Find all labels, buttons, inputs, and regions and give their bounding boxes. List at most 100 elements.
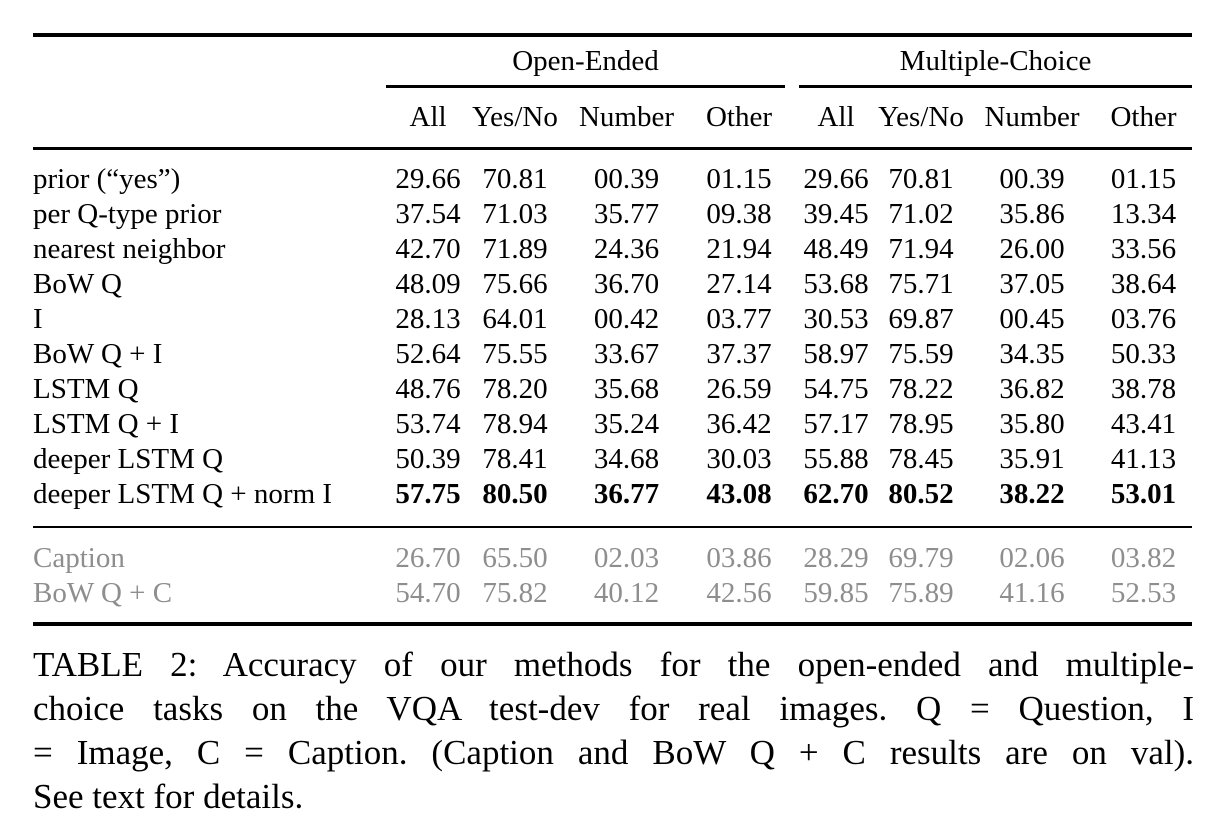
cell-value: 78.45 (888, 443, 954, 475)
cell-value: 26.00 (999, 233, 1065, 265)
table-footer-rows: Caption 26.70 65.50 02.03 03.86 28.29 69.79 02.… (33, 526, 1192, 624)
cell-value: 35.24 (593, 408, 660, 440)
column-spacer (785, 35, 799, 87)
cell-value: 03.82 (1095, 526, 1192, 576)
cell-value: 37.37 (706, 338, 772, 370)
column-spacer (785, 302, 799, 337)
column-header-oe-all: All (386, 86, 470, 150)
cell-value: 30.53 (803, 303, 869, 335)
table-row: BoW Q 48.09 75.66 36.70 27.14 53.68 75.71 37.05… (33, 267, 1192, 302)
cell-value: 75.59 (888, 338, 954, 370)
column-header-mc-all: All (799, 86, 873, 150)
column-spacer (785, 86, 799, 150)
column-spacer (785, 372, 799, 407)
cell-value: 75.66 (482, 268, 548, 300)
cell-value: 34.35 (999, 338, 1065, 370)
cell-value: 35.80 (999, 408, 1065, 440)
cell-value: 02.03 (560, 526, 693, 576)
cell-value: 75.82 (482, 577, 548, 609)
table-header: Open-Ended Multiple-Choice All Yes/No Nu… (33, 35, 1192, 150)
table-row: Caption 26.70 65.50 02.03 03.86 28.29 69.79 02.… (33, 526, 1192, 576)
cell-value: 75.55 (482, 338, 548, 370)
row-label: prior (“yes”) (33, 163, 181, 195)
cell-value: 03.86 (693, 526, 785, 576)
cell-value: 57.75 (395, 478, 461, 510)
cell-value: 75.89 (888, 577, 954, 609)
table-caption: TABLE 2: Accuracy of our methods for the… (33, 643, 1194, 819)
table-row: nearest neighbor 42.70 71.89 24.36 21.94 48.4… (33, 232, 1192, 267)
row-label: BoW Q + C (33, 577, 173, 609)
cell-value: 00.45 (999, 303, 1065, 335)
cell-value: 33.56 (1110, 233, 1177, 265)
cell-value: 37.54 (395, 198, 461, 230)
column-spacer (785, 442, 799, 477)
column-header-mc-other: Other (1095, 86, 1192, 150)
cell-value: 48.49 (803, 233, 869, 265)
cell-value: 57.17 (803, 408, 869, 440)
cell-value: 53.01 (1110, 478, 1177, 510)
cell-value: 29.66 (803, 163, 869, 195)
cell-value: 39.45 (803, 198, 869, 230)
row-label: Caption (33, 526, 386, 576)
cell-value: 78.94 (482, 408, 548, 440)
row-label: LSTM Q + I (33, 408, 180, 440)
cell-value: 69.79 (873, 526, 969, 576)
cell-value: 50.33 (1110, 338, 1177, 370)
table-body: prior (“yes”) 29.66 70.81 00.39 01.15 29.66 70… (33, 149, 1192, 528)
cell-value: 33.67 (593, 338, 660, 370)
cell-value: 71.03 (482, 198, 548, 230)
caption-line: TABLE 2: Accuracy of our methods for the… (33, 645, 1194, 684)
table-row: deeper LSTM Q + norm I 57.75 80.50 36.77 43.… (33, 477, 1192, 527)
cell-value: 48.76 (395, 373, 461, 405)
cell-value: 38.78 (1110, 373, 1177, 405)
cell-value: 80.52 (888, 478, 954, 510)
cell-value: 36.77 (593, 478, 660, 510)
table-row: I 28.13 64.01 00.42 03.77 30.53 69.87 00.45 03.7… (33, 302, 1192, 337)
cell-value: 78.95 (888, 408, 954, 440)
cell-value: 03.77 (706, 303, 772, 335)
table-row: LSTM Q + I 53.74 78.94 35.24 36.42 57.17 78.95… (33, 407, 1192, 442)
cell-value: 26.70 (386, 526, 470, 576)
cell-value: 09.38 (706, 198, 772, 230)
cell-value: 62.70 (803, 478, 869, 510)
cell-value: 64.01 (482, 303, 548, 335)
cell-value: 78.20 (482, 373, 548, 405)
cell-value: 38.22 (999, 478, 1065, 510)
column-header-mc-yesno: Yes/No (873, 86, 969, 150)
sub-header-row: All Yes/No Number Other All Yes/No Numbe… (33, 86, 1192, 150)
column-spacer (785, 337, 799, 372)
row-label: LSTM Q (33, 373, 139, 405)
cell-value: 43.08 (706, 478, 772, 510)
cell-value: 71.94 (888, 233, 954, 265)
cell-value: 28.29 (799, 526, 873, 576)
cell-value: 78.41 (482, 443, 548, 475)
cell-value: 36.42 (706, 408, 772, 440)
cell-value: 55.88 (803, 443, 869, 475)
column-header-oe-yesno: Yes/No (470, 86, 560, 150)
cell-value: 70.81 (888, 163, 954, 195)
cell-value: 01.15 (706, 163, 772, 195)
cell-value: 71.02 (888, 198, 954, 230)
cell-value: 37.05 (999, 268, 1065, 300)
cell-value: 41.16 (999, 577, 1065, 609)
cell-value: 59.85 (803, 577, 869, 609)
empty-header-cell (33, 35, 386, 87)
table-row: per Q-type prior 37.54 71.03 35.77 09.38 39.4… (33, 197, 1192, 232)
group-header-multiple-choice: Multiple-Choice (799, 35, 1192, 88)
group-header-open-ended: Open-Ended (386, 35, 785, 88)
cell-value: 65.50 (470, 526, 560, 576)
group-header-row: Open-Ended Multiple-Choice (33, 35, 1192, 88)
cell-value: 28.13 (395, 303, 461, 335)
cell-value: 71.89 (482, 233, 548, 265)
table-row: prior (“yes”) 29.66 70.81 00.39 01.15 29.66 70… (33, 149, 1192, 198)
table-row: deeper LSTM Q 50.39 78.41 34.68 30.03 55.88 78… (33, 442, 1192, 477)
cell-value: 03.76 (1110, 303, 1177, 335)
row-label: deeper LSTM Q (33, 443, 224, 475)
cell-value: 75.71 (888, 268, 954, 300)
cell-value: 78.22 (888, 373, 954, 405)
cell-value: 13.34 (1110, 198, 1177, 230)
row-label: deeper LSTM Q + norm I (33, 478, 333, 510)
cell-value: 58.97 (803, 338, 869, 370)
cell-value: 38.64 (1110, 268, 1177, 300)
table-row: LSTM Q 48.76 78.20 35.68 26.59 54.75 78.22 36.8… (33, 372, 1192, 407)
